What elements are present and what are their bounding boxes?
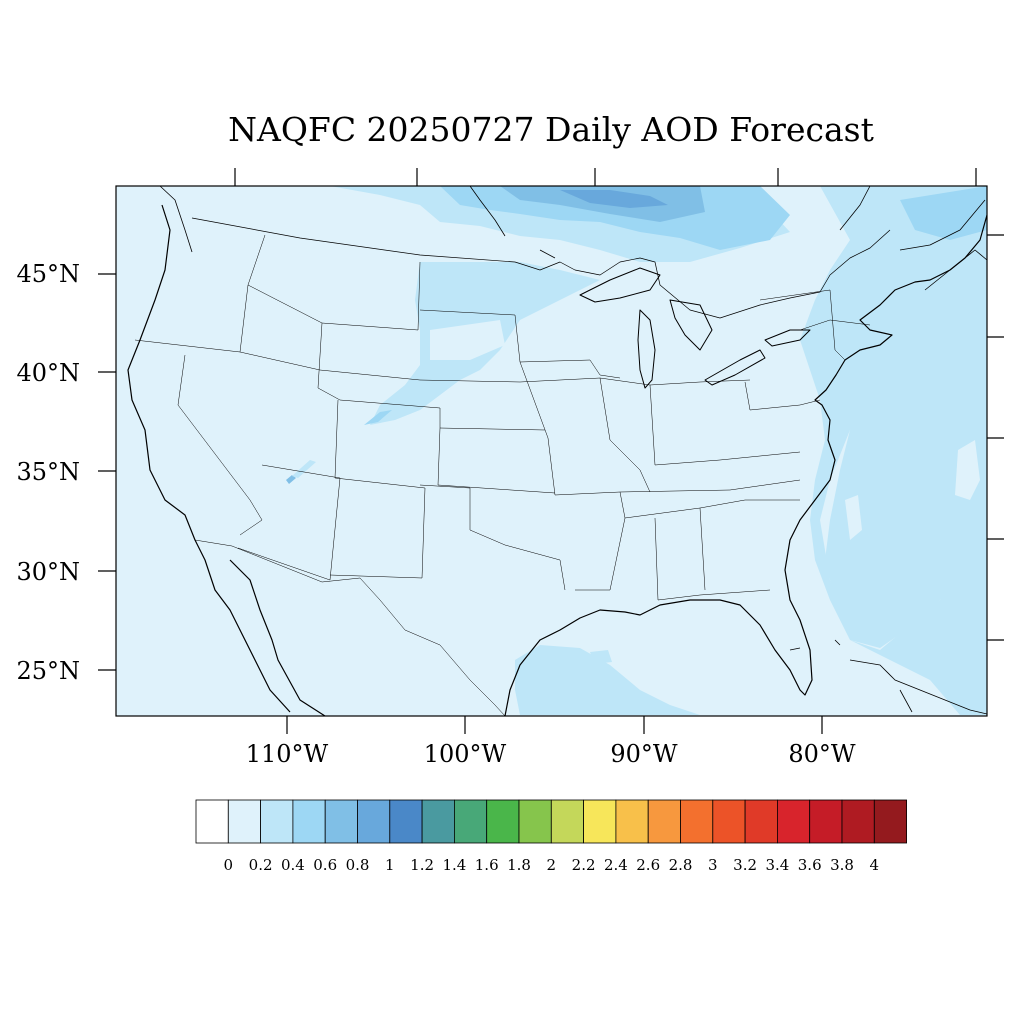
aod-region-plains-light [430,320,505,360]
colorbar-swatch [453,799,488,844]
aod-region-arizona-streak [292,460,316,478]
colorbar-swatch [744,799,778,844]
lake-huron [669,299,713,351]
colorbar-label: 0.2 [249,856,273,874]
colorbar-label: 3.6 [798,856,822,874]
colorbar-label: 2.4 [604,856,628,874]
colorbar-label: 1.8 [507,856,531,874]
colorbar-swatch [550,799,584,844]
aod-region-gulf-small [590,650,612,664]
aod-region-atlantic [825,330,987,648]
colorbar-label: 4 [870,856,880,874]
colorbar-label: 2.2 [572,856,596,874]
aod-region-arizona-dot [286,475,296,484]
caribbean-islands [789,639,988,715]
latitude-labels: 45°N 40°N 35°N 30°N 25°N [16,260,80,685]
canada-coast [159,185,988,291]
colorbar-label: 3.8 [830,856,854,874]
colorbar-label: 0 [224,856,234,874]
lake-ontario [764,329,811,347]
geographic-boundaries [127,185,988,717]
lake-superior [579,267,661,303]
lon-label: 90°W [610,740,678,768]
lat-label: 35°N [16,458,80,486]
lake-erie [704,349,766,386]
colorbar-swatch [809,799,843,844]
canada-us-border [191,217,891,319]
colorbar-label: 2.8 [669,856,693,874]
aod-region-atlantic-clear [955,440,980,500]
us-coastline [127,204,988,717]
colorbar-swatch [292,799,326,844]
colorbar-label: 2.6 [636,856,660,874]
colorbar-swatch [389,799,423,844]
colorbar-label: 3.2 [733,856,757,874]
colorbar-swatch [227,799,262,844]
mexico-border [194,539,506,717]
left-ticks [98,273,116,671]
lon-label: 100°W [424,740,507,768]
colorbar-swatch [260,799,294,844]
colorbar-label: 0.8 [346,856,370,874]
colorbar-swatch [712,799,746,844]
bottom-ticks [286,716,823,734]
colorbar-label: 1.6 [475,856,499,874]
colorbar-swatch [680,799,714,844]
map-frame [115,185,988,717]
aod-region-colorado-streak [364,410,392,425]
aod-region-gulf [515,645,700,715]
colorbar-swatch [647,799,681,844]
colorbar-label: 1.4 [442,856,466,874]
lat-label: 45°N [16,260,80,288]
aod-region-canada-max [560,190,668,208]
colorbar-label: 1.2 [410,856,434,874]
colorbar-labels: 0 0.2 0.4 0.6 0.8 1 1.2 1.4 1.6 1.8 2 2.2 2.4 2.6 2.8 3… [224,856,880,874]
colorbar-swatch [195,799,229,844]
lake-michigan [637,309,656,389]
colorbar-swatch [324,799,358,844]
colorbar-swatch [518,799,552,844]
map-title: NAQFC 20250727 Daily AOD Forecast [228,110,874,149]
colorbar-swatch [777,799,811,844]
aod-region-atlantic-high [900,186,987,240]
colorbar-label: 2 [547,856,557,874]
lon-label: 80°W [788,740,856,768]
lat-label: 25°N [16,657,80,685]
colorbar-label: 0.6 [313,856,337,874]
aod-region-atlantic-clear2 [845,495,862,540]
colorbar-label: 0.4 [281,856,305,874]
colorbar-swatch [615,799,649,844]
colorbar-swatch [486,799,520,844]
map-panel [98,168,1004,734]
colorbar-swatch [357,799,391,844]
colorbar-label: 3 [708,856,718,874]
colorbar-label: 3.4 [765,856,789,874]
colorbar-swatch [421,799,455,844]
top-ticks [234,168,977,186]
colorbar-swatch [583,799,617,844]
aod-shading [286,186,987,715]
colorbar-swatch [841,799,875,844]
state-boundaries [134,234,871,601]
longitude-labels: 110°W 100°W 90°W 80°W [246,740,856,768]
aod-region-northeast [800,186,987,715]
colorbar-label: 1 [385,856,395,874]
colorbar [195,799,907,844]
lat-label: 30°N [16,558,80,586]
lon-label: 110°W [246,740,329,768]
right-ticks [987,234,1004,641]
lat-label: 40°N [16,359,80,387]
colorbar-swatch [873,799,907,844]
